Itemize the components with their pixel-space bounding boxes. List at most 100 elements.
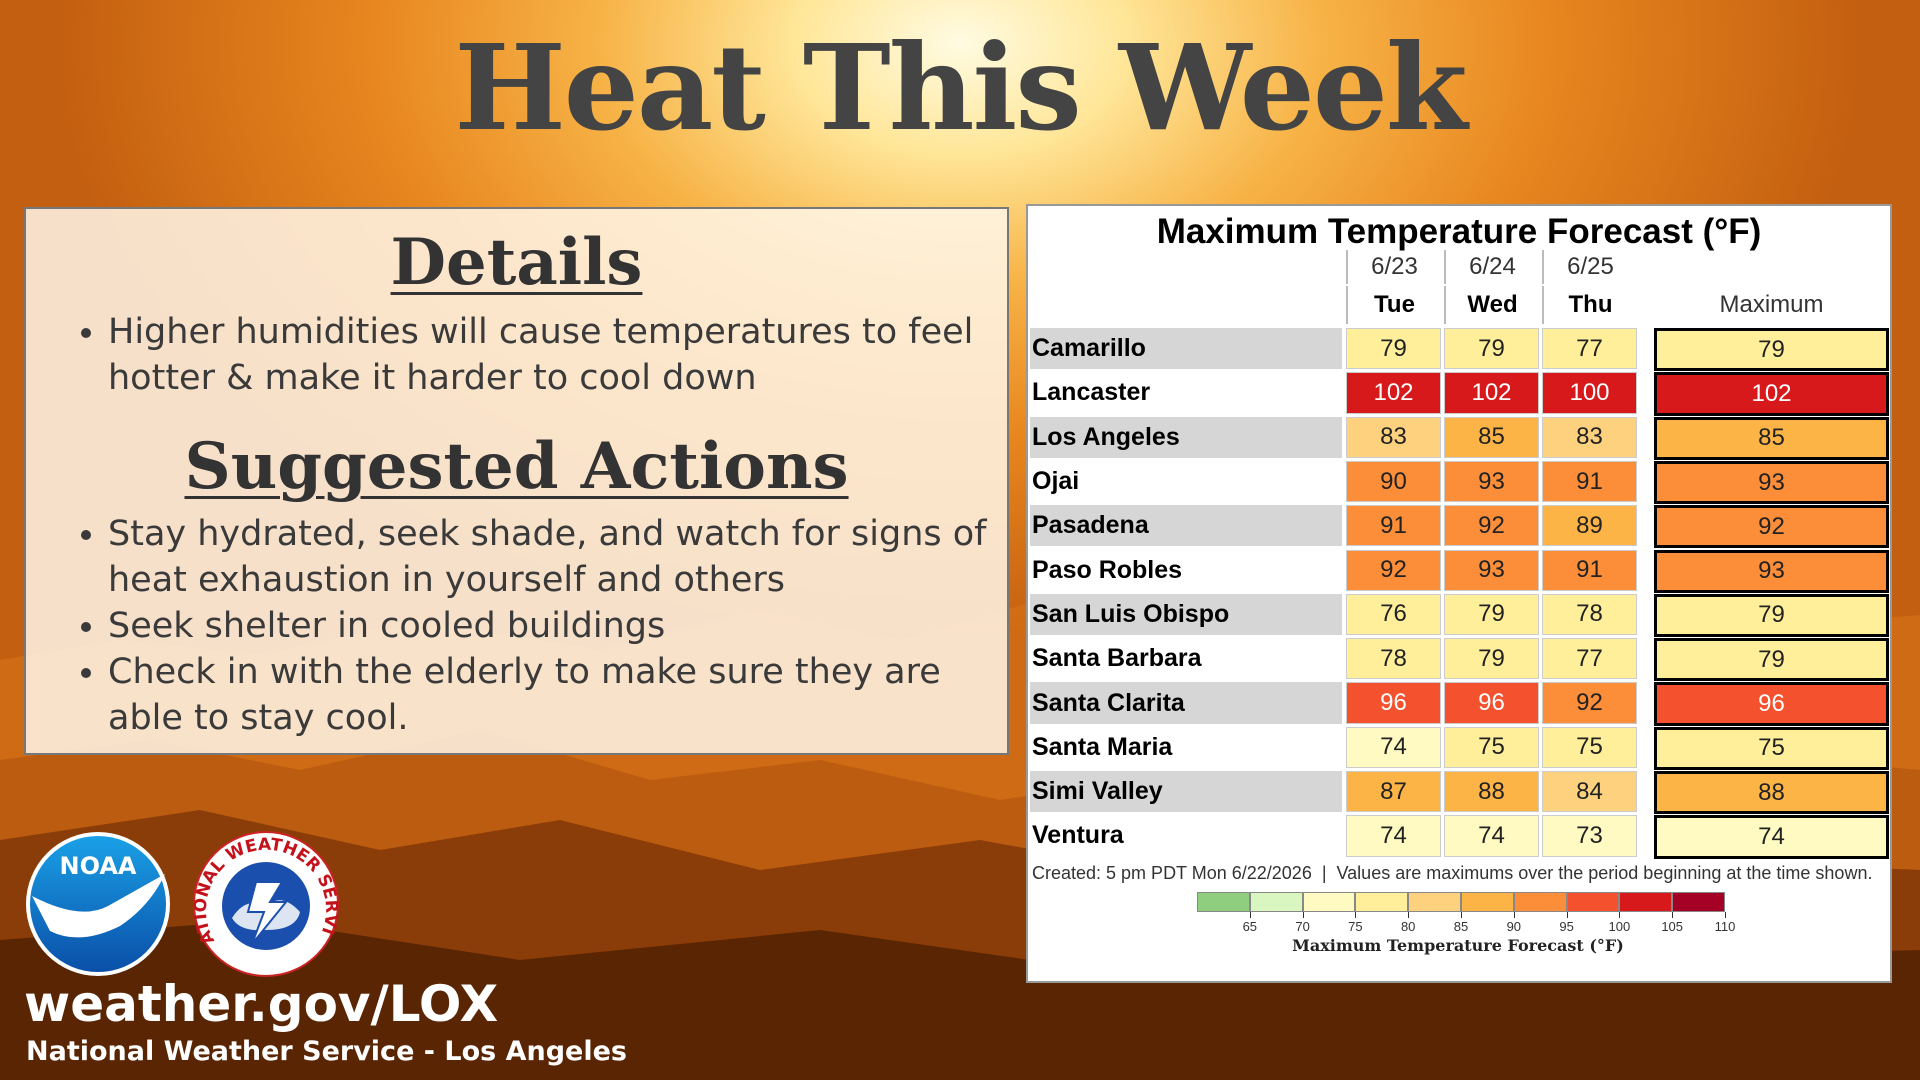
temp-cell: 75 bbox=[1542, 726, 1637, 768]
forecast-panel: Maximum Temperature Forecast (°F) 6/23 Tue… bbox=[1026, 204, 1892, 983]
noaa-bird bbox=[32, 874, 165, 938]
temp-cell: 77 bbox=[1542, 328, 1637, 370]
temp-cell: 78 bbox=[1346, 638, 1441, 680]
temp-cell: 83 bbox=[1542, 416, 1637, 458]
temp-cell: 93 bbox=[1444, 549, 1539, 591]
details-list: Higher humidities will cause temperature… bbox=[26, 309, 988, 401]
max-cell: 85 bbox=[1654, 416, 1889, 460]
page-title: Heat This Week bbox=[454, 18, 1467, 157]
max-cell: 93 bbox=[1654, 460, 1889, 505]
legend-tick-label: 90 bbox=[1506, 918, 1522, 934]
website: weather.gov/LOX bbox=[24, 975, 499, 1033]
info-box: Details Higher humidities will cause tem… bbox=[24, 207, 1009, 755]
temp-cell: 84 bbox=[1542, 771, 1637, 813]
nws-bolt bbox=[246, 881, 289, 945]
temp-cell: 77 bbox=[1542, 638, 1637, 680]
temp-cell: 74 bbox=[1346, 726, 1441, 768]
temp-cell: 79 bbox=[1444, 328, 1539, 370]
legend-tick-label: 75 bbox=[1348, 918, 1363, 934]
temp-cell: 83 bbox=[1346, 416, 1441, 458]
temp-cell: 75 bbox=[1444, 726, 1539, 768]
day-header: Thu bbox=[1542, 286, 1637, 324]
temp-cell: 87 bbox=[1346, 771, 1441, 813]
temp-cell: 78 bbox=[1542, 593, 1637, 636]
legend-swatch bbox=[1513, 892, 1567, 912]
temp-cell: 79 bbox=[1346, 328, 1441, 370]
temp-cell: 96 bbox=[1444, 682, 1539, 724]
date-header: 6/23 bbox=[1346, 250, 1441, 284]
day-header: Wed bbox=[1444, 286, 1539, 324]
legend-tick-label: 85 bbox=[1453, 918, 1469, 934]
max-cell: 93 bbox=[1654, 549, 1889, 593]
temp-cell: 100 bbox=[1542, 372, 1637, 414]
temp-cell: 74 bbox=[1346, 815, 1441, 857]
temp-cell: 96 bbox=[1346, 682, 1441, 724]
table-title: Maximum Temperature Forecast (°F) bbox=[1156, 212, 1762, 251]
location-name: Los Angeles bbox=[1030, 416, 1342, 458]
max-cell: 75 bbox=[1654, 726, 1889, 770]
location-name: Ojai bbox=[1030, 460, 1342, 503]
location-name: Camarillo bbox=[1030, 328, 1342, 370]
location-name: Santa Maria bbox=[1030, 726, 1342, 768]
max-cell: 88 bbox=[1654, 771, 1889, 815]
actions-list: Stay hydrated, seek shade, and watch for… bbox=[26, 511, 988, 741]
table-footer: Created: 5 pm PDT Mon 6/22/2026 | Values… bbox=[1032, 862, 1873, 883]
max-header: Maximum bbox=[1719, 291, 1824, 318]
temp-cell: 73 bbox=[1542, 815, 1637, 857]
max-cell: 79 bbox=[1654, 593, 1889, 638]
location-name: Simi Valley bbox=[1030, 771, 1342, 813]
temp-cell: 92 bbox=[1444, 505, 1539, 547]
temp-cell: 92 bbox=[1542, 682, 1637, 724]
legend-swatch bbox=[1302, 892, 1356, 912]
temp-cell: 79 bbox=[1444, 638, 1539, 680]
max-cell: 96 bbox=[1654, 682, 1889, 726]
max-cell: 79 bbox=[1654, 328, 1889, 372]
legend-tick-label: 110 bbox=[1714, 918, 1736, 934]
details-heading: Details bbox=[390, 225, 643, 300]
legend-tick bbox=[1566, 912, 1568, 918]
legend-tick bbox=[1408, 912, 1410, 918]
legend-swatch bbox=[1672, 892, 1725, 912]
noaa-text: NOAA bbox=[60, 852, 137, 880]
legend-tick bbox=[1619, 912, 1621, 918]
max-cell: 92 bbox=[1654, 505, 1889, 549]
logos: NOAA NATIONAL WEATHER SERVICE bbox=[20, 826, 341, 977]
location-name: Ventura bbox=[1030, 815, 1342, 857]
legend-swatch bbox=[1355, 892, 1409, 912]
bullet: Check in with the elderly to make sure t… bbox=[108, 649, 988, 741]
location-name: Pasadena bbox=[1030, 505, 1342, 547]
legend-tick bbox=[1672, 912, 1674, 918]
max-cell: 79 bbox=[1654, 638, 1889, 682]
temp-cell: 92 bbox=[1346, 549, 1441, 591]
legend-swatch bbox=[1408, 892, 1461, 912]
max-cell: 102 bbox=[1654, 372, 1889, 416]
bullet: Higher humidities will cause temperature… bbox=[108, 309, 988, 401]
legend-swatch bbox=[1461, 892, 1514, 912]
bullet: Stay hydrated, seek shade, and watch for… bbox=[108, 511, 988, 603]
legend-tick bbox=[1461, 912, 1462, 918]
legend-tick-label: 70 bbox=[1295, 918, 1310, 934]
legend-tick bbox=[1355, 912, 1357, 918]
temp-cell: 85 bbox=[1444, 416, 1539, 458]
temp-cell: 93 bbox=[1444, 460, 1539, 503]
legend-swatch bbox=[1197, 892, 1250, 912]
temp-cell: 76 bbox=[1346, 593, 1441, 636]
legend-tick-label: 95 bbox=[1559, 918, 1574, 934]
legend-title: Maximum Temperature Forecast (°F) bbox=[1292, 935, 1624, 955]
date-header: 6/24 bbox=[1444, 250, 1539, 284]
legend-tick-label: 65 bbox=[1242, 918, 1258, 934]
legend-tick-label: 100 bbox=[1608, 918, 1631, 934]
legend-tick-label: 105 bbox=[1661, 918, 1684, 934]
location-name: Lancaster bbox=[1030, 372, 1342, 414]
location-name: Santa Clarita bbox=[1030, 682, 1342, 724]
temp-cell: 74 bbox=[1444, 815, 1539, 857]
max-cell: 74 bbox=[1654, 815, 1889, 859]
legend-tick bbox=[1249, 912, 1251, 918]
temp-cell: 102 bbox=[1444, 372, 1539, 414]
temp-cell: 88 bbox=[1444, 771, 1539, 813]
location-name: Paso Robles bbox=[1030, 549, 1342, 591]
legend-tick bbox=[1725, 912, 1726, 918]
legend-tick bbox=[1513, 912, 1515, 918]
day-header: Tue bbox=[1346, 286, 1441, 324]
